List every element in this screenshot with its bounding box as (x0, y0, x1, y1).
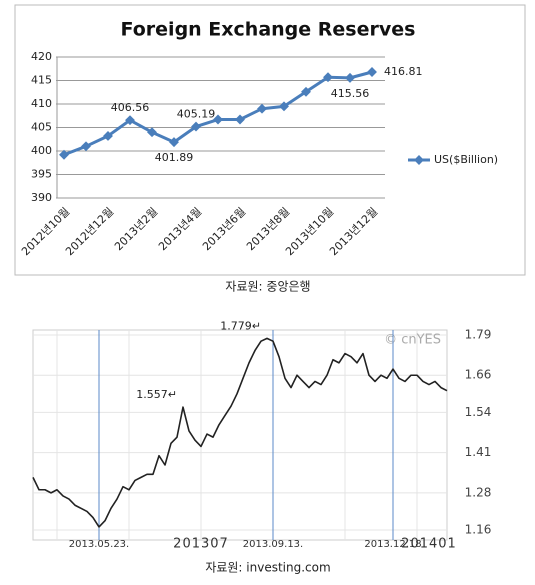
source-note: 자료원: investing.com (205, 561, 330, 575)
y-tick-label: 395 (31, 168, 52, 181)
x-tick-label: 2013.09.13. (243, 539, 303, 550)
point (213, 114, 223, 125)
point (169, 137, 179, 148)
x-tick-label: 201307 (173, 537, 229, 552)
y-tick-label: 1.41 (465, 445, 492, 459)
y-tick-label: 405 (31, 121, 52, 134)
series-line (32, 337, 448, 528)
value-label: 1.779↵ (220, 319, 261, 332)
y-tick-label: 1.28 (465, 485, 492, 499)
value-label: 1.557↵ (136, 388, 177, 401)
value-label: 405.19 (177, 108, 216, 121)
x-tick-label: 2013.12.18 (364, 539, 421, 550)
value-label: 415.56 (331, 87, 370, 100)
y-tick-label: 415 (31, 74, 52, 87)
y-tick-label: 1.54 (465, 405, 492, 419)
point (125, 115, 135, 126)
point (59, 149, 69, 160)
y-tick-label: 390 (31, 191, 52, 204)
value-label: 401.89 (155, 151, 194, 164)
value-label: 406.56 (111, 101, 150, 114)
y-tick-label: 1.79 (465, 328, 492, 342)
chart-frame (32, 329, 448, 541)
y-tick-label: 410 (31, 97, 52, 110)
point (147, 127, 157, 138)
source-note: 자료원: 중앙은행 (225, 279, 310, 294)
watermark: © cnYES (384, 333, 441, 348)
point (81, 141, 91, 152)
y-tick-label: 420 (31, 50, 52, 63)
y-tick-label: 400 (31, 144, 52, 157)
point (191, 121, 201, 132)
legend-label: US($Billion) (434, 153, 498, 166)
y-tick-label: 1.16 (465, 523, 492, 537)
legend-marker (414, 155, 424, 165)
y-tick-label: 1.66 (465, 368, 492, 382)
x-tick-label: 2013.05.23. (69, 539, 129, 550)
point (235, 114, 245, 125)
chart-title: Foreign Exchange Reserves (121, 19, 416, 41)
x-tick-label: 201401 (401, 537, 457, 552)
value-label: 416.81 (384, 65, 423, 78)
point (103, 131, 113, 141)
